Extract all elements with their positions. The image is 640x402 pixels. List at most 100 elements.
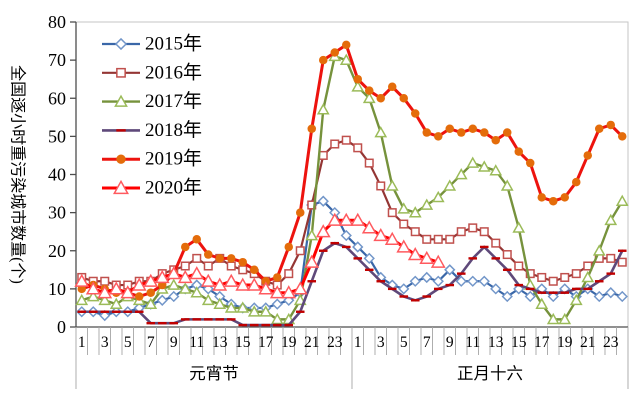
- triangle-marker: [109, 297, 123, 309]
- square-marker: [571, 269, 581, 279]
- triangle-marker: [466, 156, 480, 168]
- circle-marker: [319, 55, 328, 65]
- x-tick-label: 9: [446, 334, 454, 351]
- triangle-marker: [143, 273, 159, 287]
- legend-label: 2016年: [145, 61, 202, 83]
- triangle-marker: [407, 247, 423, 261]
- triangle-marker: [201, 293, 215, 306]
- x-tick-label: 9: [170, 334, 178, 351]
- diamond-marker: [432, 275, 444, 287]
- square-marker: [295, 246, 305, 256]
- triangle-marker: [316, 103, 330, 115]
- triangle-marker: [581, 270, 595, 283]
- series-2015年: [76, 195, 628, 322]
- x-tick-label: 17: [258, 334, 274, 351]
- diamond-marker: [271, 298, 283, 310]
- triangle-marker: [592, 244, 606, 256]
- diamond-marker: [398, 283, 410, 295]
- circle-marker: [250, 265, 259, 275]
- x-tick-label: 7: [147, 334, 155, 351]
- x-tick-label: 23: [327, 334, 343, 351]
- y-axis-title: 全国逐小时重污染城市数量(个): [9, 65, 27, 284]
- triangle-marker: [408, 206, 422, 218]
- x-tick-label: 13: [488, 334, 504, 351]
- triangle-marker: [189, 266, 205, 280]
- legend-item-2017年: 2017年: [102, 90, 202, 112]
- circle-marker: [284, 242, 293, 252]
- x-tick-label: 1: [78, 334, 86, 351]
- triangle-marker: [604, 213, 618, 226]
- triangle-marker: [512, 221, 526, 233]
- triangle-marker: [420, 198, 434, 210]
- triangle-marker: [489, 164, 503, 176]
- square-marker: [422, 234, 432, 244]
- x-tick-label: 19: [281, 334, 297, 351]
- triangle-marker: [120, 285, 136, 299]
- triangle-marker: [190, 286, 204, 298]
- square-marker: [180, 261, 190, 271]
- triangle-marker: [269, 285, 285, 299]
- square-marker: [479, 227, 489, 237]
- triangle-marker: [224, 301, 238, 313]
- square-marker: [284, 269, 294, 279]
- triangle-marker: [235, 277, 251, 291]
- triangle-marker: [431, 190, 445, 203]
- triangle-marker: [385, 179, 399, 191]
- triangle-marker: [281, 285, 297, 299]
- diamond-marker: [352, 241, 364, 253]
- square-marker: [502, 250, 512, 260]
- triangle-marker: [212, 277, 228, 291]
- square-marker: [399, 219, 409, 229]
- diamond-marker: [99, 309, 111, 322]
- square-marker: [606, 253, 616, 263]
- triangle-marker: [350, 212, 366, 226]
- legend-label: 2019年: [145, 148, 202, 170]
- legend-item-2016年: 2016年: [102, 61, 202, 83]
- triangle-marker: [86, 289, 100, 302]
- triangle-marker: [131, 277, 147, 291]
- triangle-marker: [305, 228, 319, 241]
- legend-item-2015年: 2015年: [102, 33, 202, 55]
- legend-item-2018年: 2018年: [102, 119, 202, 141]
- series-2018年: [77, 241, 627, 327]
- square-marker: [238, 265, 248, 275]
- circle-marker: [572, 177, 581, 187]
- day-label-1: 正月十六: [457, 364, 523, 383]
- triangle-marker: [167, 278, 181, 290]
- triangle-marker: [558, 312, 572, 325]
- y-tick-label: 10: [48, 279, 66, 299]
- circle-marker: [411, 109, 420, 118]
- triangle-marker: [396, 239, 412, 253]
- x-tick-label: 5: [124, 334, 132, 351]
- square-marker: [468, 223, 478, 233]
- circle-marker: [491, 135, 500, 145]
- legend-label: 2017年: [145, 90, 202, 112]
- triangle-marker: [615, 194, 629, 207]
- diamond-marker: [467, 275, 479, 287]
- triangle-marker: [397, 202, 411, 214]
- triangle-marker: [259, 305, 273, 317]
- square-marker: [203, 261, 213, 271]
- x-tick-label: 19: [557, 334, 573, 351]
- x-tick-label: 11: [465, 334, 480, 351]
- triangle-marker: [75, 293, 89, 306]
- triangle-marker: [178, 282, 192, 294]
- circle-marker: [422, 128, 431, 137]
- triangle-marker: [338, 212, 354, 226]
- diamond-marker: [593, 290, 605, 303]
- square-marker: [330, 139, 340, 149]
- circle-marker: [330, 48, 339, 57]
- circle-marker: [116, 154, 126, 164]
- square-marker: [318, 150, 328, 160]
- circle-marker: [549, 196, 558, 206]
- circle-marker: [192, 235, 201, 244]
- circle-marker: [468, 124, 477, 133]
- x-tick-label: 23: [603, 334, 619, 351]
- triangle-marker: [270, 312, 284, 325]
- y-tick-label: 60: [48, 88, 66, 108]
- triangle-marker: [477, 160, 491, 172]
- day-label-0: 元宵节: [189, 364, 239, 383]
- y-tick-label: 20: [48, 241, 66, 261]
- square-marker: [192, 253, 202, 263]
